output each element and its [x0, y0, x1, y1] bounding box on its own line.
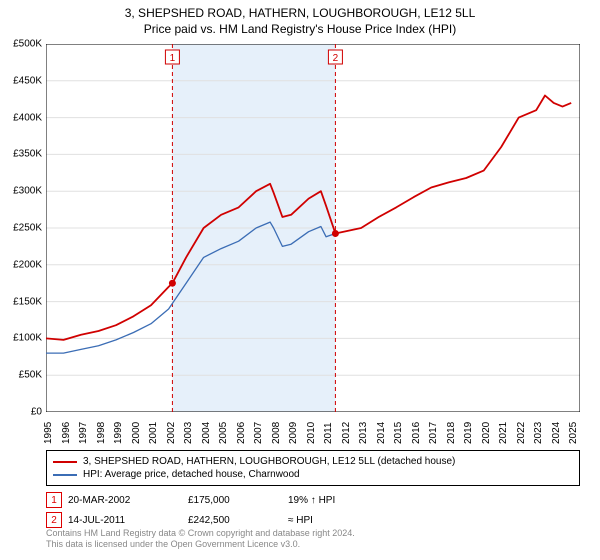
- x-tick-label: 2002: [166, 422, 177, 444]
- x-tick-label: 2007: [253, 422, 264, 444]
- x-tick-label: 2018: [446, 422, 457, 444]
- x-tick-label: 2009: [288, 422, 299, 444]
- sale-marker-2: 2: [46, 512, 62, 528]
- sale-hpi-2: ≈ HPI: [288, 515, 408, 526]
- x-tick-label: 2006: [236, 422, 247, 444]
- x-tick-label: 1997: [78, 422, 89, 444]
- footer: Contains HM Land Registry data © Crown c…: [46, 528, 580, 551]
- sale-price-1: £175,000: [188, 495, 288, 506]
- legend-label-1: 3, SHEPSHED ROAD, HATHERN, LOUGHBOROUGH,…: [83, 456, 455, 467]
- y-tick-label: £350K: [0, 149, 42, 160]
- legend-row-2: HPI: Average price, detached house, Char…: [53, 468, 573, 481]
- sale-hpi-1: 19% ↑ HPI: [288, 495, 408, 506]
- y-tick-label: £50K: [0, 370, 42, 381]
- y-tick-label: £150K: [0, 296, 42, 307]
- x-tick-label: 2004: [201, 422, 212, 444]
- sale-price-2: £242,500: [188, 515, 288, 526]
- x-tick-label: 2024: [551, 422, 562, 444]
- title-line2: Price paid vs. HM Land Registry's House …: [0, 22, 600, 36]
- legend-swatch-1: [53, 461, 77, 463]
- svg-text:2: 2: [333, 53, 339, 64]
- x-tick-label: 2001: [148, 422, 159, 444]
- sale-row-1: 1 20-MAR-2002 £175,000 19% ↑ HPI: [46, 490, 580, 510]
- plot-svg: 12: [46, 44, 580, 412]
- x-tick-label: 2014: [376, 422, 387, 444]
- x-tick-label: 2013: [358, 422, 369, 444]
- x-tick-label: 2025: [568, 422, 579, 444]
- legend-box: 3, SHEPSHED ROAD, HATHERN, LOUGHBOROUGH,…: [46, 450, 580, 486]
- x-tick-label: 2022: [516, 422, 527, 444]
- svg-text:1: 1: [170, 53, 176, 64]
- x-tick-label: 2023: [533, 422, 544, 444]
- y-tick-label: £250K: [0, 223, 42, 234]
- x-tick-label: 2005: [218, 422, 229, 444]
- x-tick-label: 2017: [428, 422, 439, 444]
- x-tick-label: 1995: [43, 422, 54, 444]
- x-tick-label: 1999: [113, 422, 124, 444]
- x-tick-label: 2008: [271, 422, 282, 444]
- y-tick-label: £0: [0, 407, 42, 418]
- y-tick-label: £450K: [0, 75, 42, 86]
- legend-swatch-2: [53, 474, 77, 476]
- y-tick-label: £300K: [0, 186, 42, 197]
- x-tick-label: 2000: [131, 422, 142, 444]
- x-tick-label: 2011: [323, 422, 334, 444]
- title-line1: 3, SHEPSHED ROAD, HATHERN, LOUGHBOROUGH,…: [0, 6, 600, 20]
- x-tick-label: 1998: [96, 422, 107, 444]
- sale-date-2: 14-JUL-2011: [68, 515, 188, 526]
- y-tick-label: £100K: [0, 333, 42, 344]
- y-tick-label: £200K: [0, 259, 42, 270]
- y-tick-label: £500K: [0, 39, 42, 50]
- footer-line1: Contains HM Land Registry data © Crown c…: [46, 528, 580, 539]
- footer-line2: This data is licensed under the Open Gov…: [46, 539, 580, 550]
- sales-block: 1 20-MAR-2002 £175,000 19% ↑ HPI 2 14-JU…: [46, 490, 580, 530]
- sale-row-2: 2 14-JUL-2011 £242,500 ≈ HPI: [46, 510, 580, 530]
- x-tick-label: 2020: [481, 422, 492, 444]
- legend-row-1: 3, SHEPSHED ROAD, HATHERN, LOUGHBOROUGH,…: [53, 455, 573, 468]
- y-tick-label: £400K: [0, 112, 42, 123]
- title-block: 3, SHEPSHED ROAD, HATHERN, LOUGHBOROUGH,…: [0, 0, 600, 36]
- chart-area: 12: [46, 44, 580, 412]
- chart-container: 3, SHEPSHED ROAD, HATHERN, LOUGHBOROUGH,…: [0, 0, 600, 560]
- sale-date-1: 20-MAR-2002: [68, 495, 188, 506]
- x-tick-label: 2012: [341, 422, 352, 444]
- legend-label-2: HPI: Average price, detached house, Char…: [83, 469, 300, 480]
- x-tick-label: 2003: [183, 422, 194, 444]
- x-tick-label: 1996: [61, 422, 72, 444]
- x-tick-label: 2015: [393, 422, 404, 444]
- x-tick-label: 2019: [463, 422, 474, 444]
- x-tick-label: 2016: [411, 422, 422, 444]
- x-tick-label: 2021: [498, 422, 509, 444]
- x-tick-label: 2010: [306, 422, 317, 444]
- sale-marker-1: 1: [46, 492, 62, 508]
